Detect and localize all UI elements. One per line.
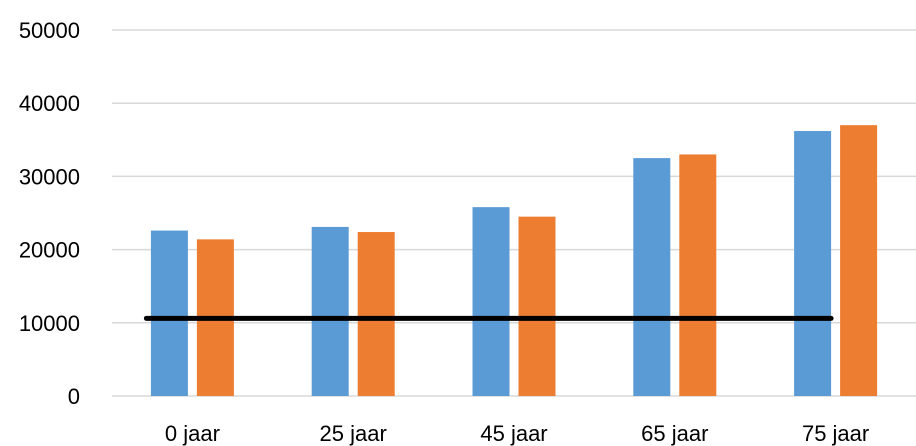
bar-series-1-3 [633, 158, 671, 396]
y-tick-label: 40000 [19, 91, 80, 116]
x-tick-label: 0 jaar [165, 421, 220, 446]
bar-series-2-1 [357, 232, 395, 396]
y-tick-label: 50000 [19, 18, 80, 43]
x-tick-label: 65 jaar [641, 421, 708, 446]
x-tick-label: 75 jaar [802, 421, 869, 446]
gridlines [112, 29, 916, 397]
y-tick-label: 20000 [19, 238, 80, 263]
bar-series-1-4 [794, 131, 832, 397]
y-tick-label: 30000 [19, 164, 80, 189]
x-tick-label: 45 jaar [480, 421, 547, 446]
y-tick-label: 0 [68, 384, 80, 409]
bar-series-2-4 [840, 125, 878, 396]
x-axis-ticks: 0 jaar 25 jaar 45 jaar 65 jaar 75 jaar [165, 421, 869, 446]
bars [150, 125, 878, 397]
y-axis-ticks: 0 10000 20000 30000 40000 50000 [19, 18, 80, 409]
bar-series-1-0 [150, 230, 188, 396]
bar-series-1-1 [311, 226, 349, 396]
bar-series-2-3 [679, 154, 717, 396]
bar-series-1-2 [472, 207, 510, 396]
bar-series-2-2 [518, 216, 556, 396]
x-tick-label: 25 jaar [320, 421, 387, 446]
y-tick-label: 10000 [19, 311, 80, 336]
